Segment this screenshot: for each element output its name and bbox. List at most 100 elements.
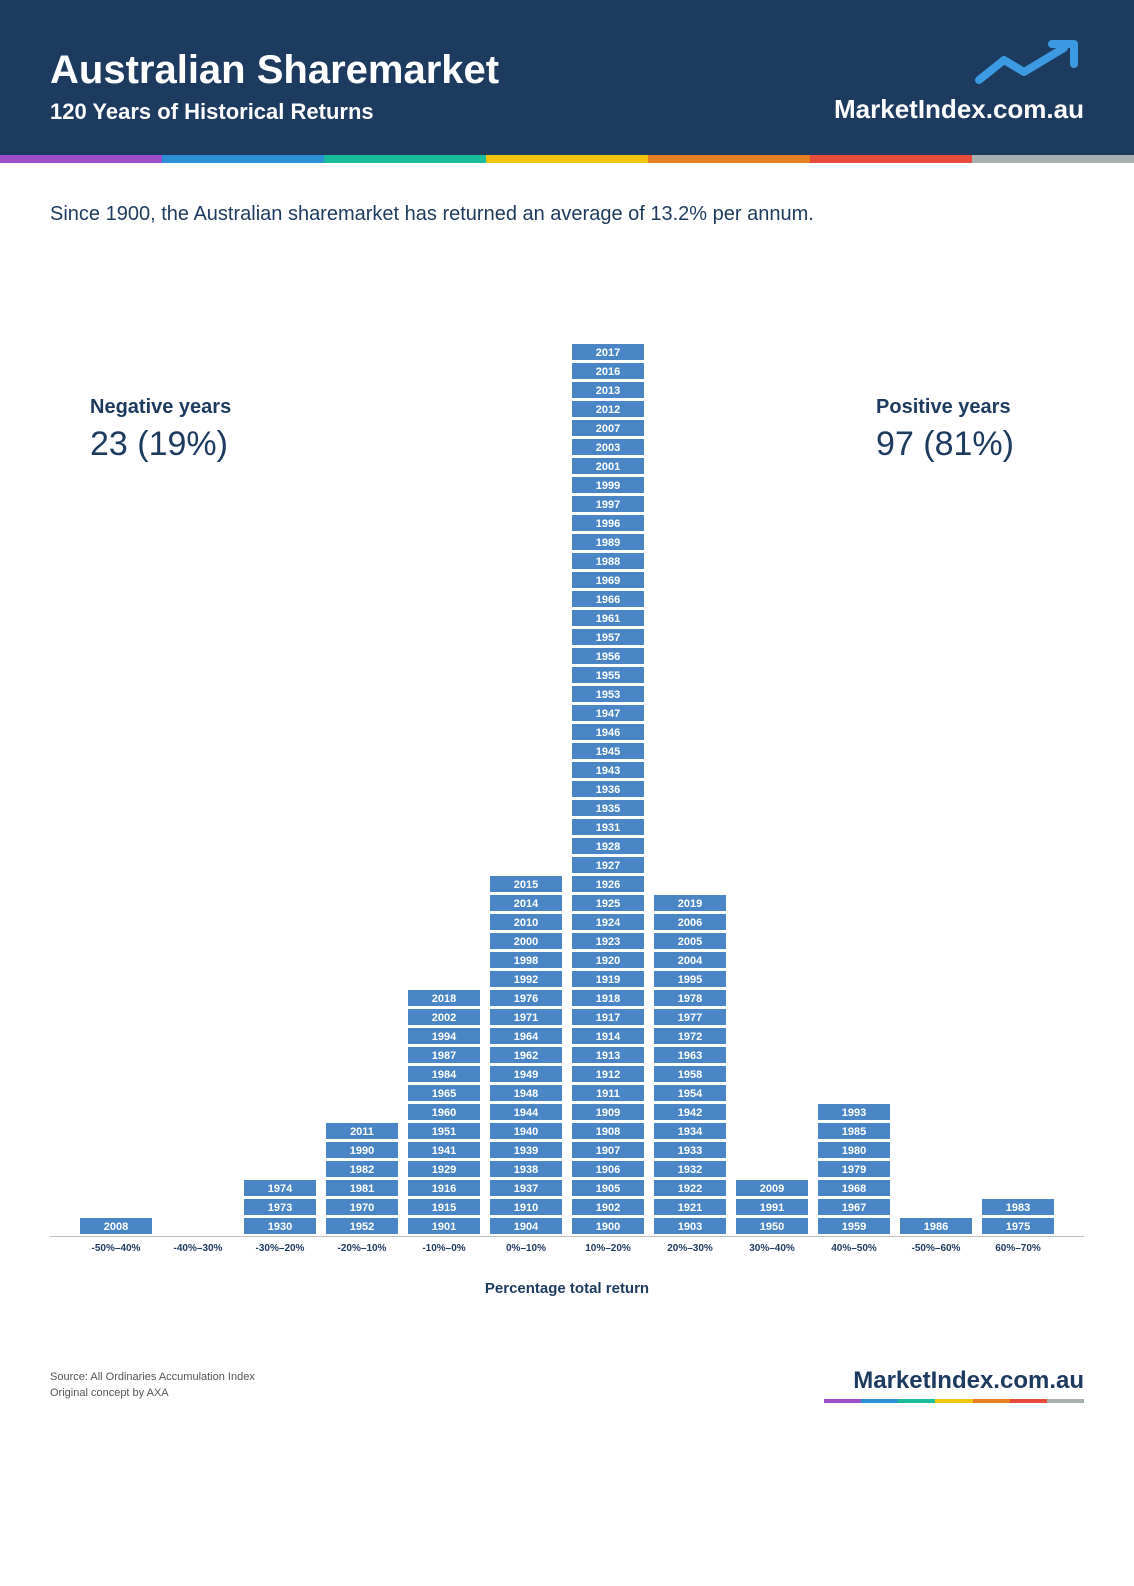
x-axis: -50%–40%-40%–30%-30%–20%-20%–10%-10%–0%0… bbox=[50, 1236, 1084, 1254]
bin-label: 0%–10% bbox=[488, 1243, 564, 1254]
header: Australian Sharemarket 120 Years of Hist… bbox=[0, 0, 1134, 155]
year-cell: 2007 bbox=[571, 419, 645, 437]
footer-rainbow bbox=[824, 1399, 1084, 1403]
year-cell: 2000 bbox=[489, 932, 563, 950]
year-cell: 1926 bbox=[571, 875, 645, 893]
year-cell: 2001 bbox=[571, 457, 645, 475]
negative-value: 23 (19%) bbox=[90, 425, 231, 464]
year-cell: 1983 bbox=[981, 1198, 1055, 1216]
intro-bold: returned an average of 13.2% per annum. bbox=[442, 203, 813, 225]
year-cell: 1905 bbox=[571, 1179, 645, 1197]
year-cell: 1987 bbox=[407, 1046, 481, 1064]
year-cell: 1956 bbox=[571, 647, 645, 665]
year-cell: 1941 bbox=[407, 1141, 481, 1159]
bin-label: -10%–0% bbox=[406, 1243, 482, 1254]
year-cell: 1989 bbox=[571, 533, 645, 551]
positive-years-stat: Positive years 97 (81%) bbox=[876, 396, 1014, 464]
footer-sources: Source: All Ordinaries Accumulation Inde… bbox=[50, 1371, 255, 1403]
chart-container: Negative years 23 (19%) Positive years 9… bbox=[0, 236, 1134, 1337]
year-cell: 1957 bbox=[571, 628, 645, 646]
bin-label: 20%–30% bbox=[652, 1243, 728, 1254]
year-cell: 1940 bbox=[489, 1122, 563, 1140]
year-cell: 1907 bbox=[571, 1141, 645, 1159]
source-line-1: Source: All Ordinaries Accumulation Inde… bbox=[50, 1371, 255, 1383]
year-cell: 1990 bbox=[325, 1141, 399, 1159]
year-cell: 1963 bbox=[653, 1046, 727, 1064]
year-cell: 2016 bbox=[571, 362, 645, 380]
year-cell: 1922 bbox=[653, 1179, 727, 1197]
year-cell: 1934 bbox=[653, 1122, 727, 1140]
histogram-bin: 1986 bbox=[898, 1217, 974, 1236]
year-cell: 1918 bbox=[571, 989, 645, 1007]
year-cell: 1986 bbox=[899, 1217, 973, 1235]
year-cell: 2015 bbox=[489, 875, 563, 893]
year-cell: 1964 bbox=[489, 1027, 563, 1045]
year-cell: 2003 bbox=[571, 438, 645, 456]
year-cell: 1915 bbox=[407, 1198, 481, 1216]
year-cell: 1973 bbox=[243, 1198, 317, 1216]
year-cell: 1951 bbox=[407, 1122, 481, 1140]
year-cell: 1978 bbox=[653, 989, 727, 1007]
year-cell: 1967 bbox=[817, 1198, 891, 1216]
rainbow-segment bbox=[861, 1399, 898, 1403]
year-cell: 2018 bbox=[407, 989, 481, 1007]
rainbow-segment bbox=[0, 155, 162, 163]
year-cell: 2010 bbox=[489, 913, 563, 931]
year-cell: 1906 bbox=[571, 1160, 645, 1178]
bin-label: 30%–40% bbox=[734, 1243, 810, 1254]
year-cell: 2006 bbox=[653, 913, 727, 931]
year-cell: 1942 bbox=[653, 1103, 727, 1121]
year-cell: 1929 bbox=[407, 1160, 481, 1178]
year-cell: 1988 bbox=[571, 552, 645, 570]
year-cell: 1954 bbox=[653, 1084, 727, 1102]
year-cell: 2013 bbox=[571, 381, 645, 399]
rainbow-segment bbox=[324, 155, 486, 163]
year-cell: 1980 bbox=[817, 1141, 891, 1159]
year-cell: 1935 bbox=[571, 799, 645, 817]
year-cell: 1955 bbox=[571, 666, 645, 684]
year-cell: 2008 bbox=[79, 1217, 153, 1235]
histogram-bin: 19751983 bbox=[980, 1198, 1056, 1236]
bin-label: 40%–50% bbox=[816, 1243, 892, 1254]
histogram-bin: 1959196719681979198019851993 bbox=[816, 1103, 892, 1236]
brand-name: MarketIndex.com.au bbox=[834, 94, 1084, 125]
histogram-bin: 1904191019371938193919401944194819491962… bbox=[488, 875, 564, 1236]
year-cell: 1992 bbox=[489, 970, 563, 988]
year-cell: 1933 bbox=[653, 1141, 727, 1159]
histogram-bin: 1900190219051906190719081909191119121913… bbox=[570, 343, 646, 1236]
brand-logo: MarketIndex.com.au bbox=[834, 40, 1084, 125]
year-cell: 1925 bbox=[571, 894, 645, 912]
year-cell: 1948 bbox=[489, 1084, 563, 1102]
year-cell: 1943 bbox=[571, 761, 645, 779]
year-cell: 1968 bbox=[817, 1179, 891, 1197]
year-cell: 1961 bbox=[571, 609, 645, 627]
year-cell: 1928 bbox=[571, 837, 645, 855]
year-cell: 1930 bbox=[243, 1217, 317, 1235]
year-cell: 1966 bbox=[571, 590, 645, 608]
year-cell: 1937 bbox=[489, 1179, 563, 1197]
year-cell: 2009 bbox=[735, 1179, 809, 1197]
year-cell: 1947 bbox=[571, 704, 645, 722]
year-cell: 1991 bbox=[735, 1198, 809, 1216]
year-cell: 1971 bbox=[489, 1008, 563, 1026]
year-cell: 1984 bbox=[407, 1065, 481, 1083]
year-cell: 1994 bbox=[407, 1027, 481, 1045]
year-cell: 1936 bbox=[571, 780, 645, 798]
rainbow-segment bbox=[486, 155, 648, 163]
year-cell: 1932 bbox=[653, 1160, 727, 1178]
rainbow-segment bbox=[973, 1399, 1010, 1403]
rainbow-segment bbox=[935, 1399, 972, 1403]
year-cell: 1901 bbox=[407, 1217, 481, 1235]
bin-label: 10%–20% bbox=[570, 1243, 646, 1254]
histogram-bin: 2008 bbox=[78, 1217, 154, 1236]
year-cell: 1911 bbox=[571, 1084, 645, 1102]
rainbow-segment bbox=[972, 155, 1134, 163]
source-line-2: Original concept by AXA bbox=[50, 1387, 255, 1399]
rainbow-segment bbox=[1047, 1399, 1084, 1403]
negative-label: Negative years bbox=[90, 396, 231, 419]
year-cell: 1903 bbox=[653, 1217, 727, 1235]
x-axis-title: Percentage total return bbox=[50, 1280, 1084, 1297]
year-cell: 1972 bbox=[653, 1027, 727, 1045]
year-cell: 1949 bbox=[489, 1065, 563, 1083]
year-cell: 1995 bbox=[653, 970, 727, 988]
